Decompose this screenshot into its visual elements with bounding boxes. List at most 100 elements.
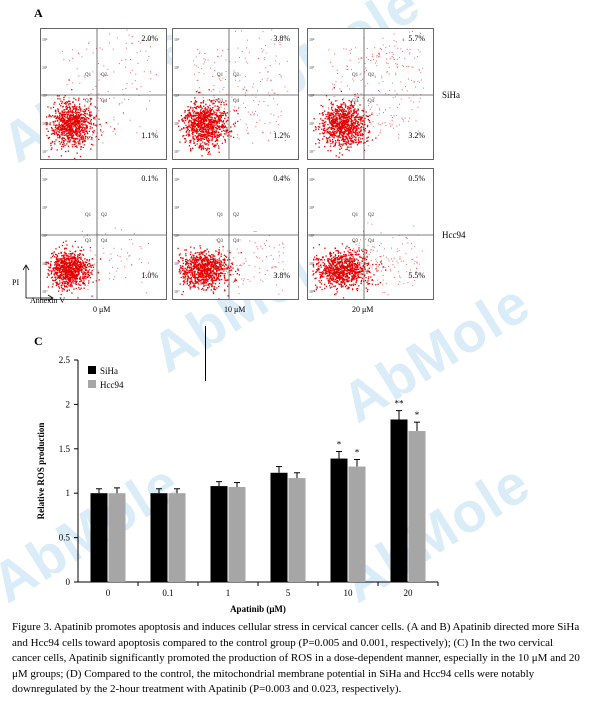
bar-hcc94 — [108, 493, 126, 582]
axis-tick: 10³ — [42, 65, 48, 70]
quadrant-label: Q3 — [217, 239, 224, 244]
axis-label-pi: PI — [12, 278, 20, 287]
quadrant-label: Q3 — [85, 99, 92, 104]
axis-tick: 10⁴ — [174, 37, 180, 42]
axis-tick: 10⁰ — [42, 149, 48, 154]
quadrant-label: Q1 — [85, 213, 92, 218]
y-tick-label: 0.5 — [59, 533, 71, 543]
quadrant-label: Q4 — [101, 239, 108, 244]
legend-label-hcc94: Hcc94 — [100, 380, 124, 390]
quadrant-label: Q2 — [368, 73, 375, 78]
axis-tick: 10¹ — [309, 121, 315, 126]
flow-plot-hcc94-0: Q1 Q2 Q3 Q4 10⁴ 10³ 10² 10¹ 10⁰ 0.1% 1.0% — [40, 168, 167, 300]
percent-lower-right: 3.2% — [408, 131, 425, 140]
percent-lower-right: 5.5% — [408, 271, 425, 280]
axis-tick: 10² — [174, 93, 180, 98]
percent-upper-right: 0.1% — [141, 174, 158, 183]
axis-tick: 10⁰ — [42, 289, 48, 294]
y-tick-label: 1.5 — [59, 444, 71, 454]
percent-lower-right: 1.1% — [141, 131, 158, 140]
y-tick-label: 2.5 — [59, 355, 71, 365]
significance-mark: * — [415, 410, 420, 420]
axis-tick: 10⁰ — [174, 149, 180, 154]
y-tick-label: 2 — [66, 399, 71, 409]
quadrant-label: Q4 — [233, 99, 240, 104]
axis-tick: 10² — [174, 233, 180, 238]
bar-siha — [390, 419, 408, 582]
bar-hcc94 — [288, 478, 306, 582]
quadrant-label: Q2 — [101, 213, 108, 218]
figure-caption: Figure 3. Apatinib promotes apoptosis an… — [12, 621, 580, 695]
bar-hcc94 — [348, 466, 366, 582]
axis-tick: 10⁴ — [42, 177, 48, 182]
axis-tick: 10³ — [309, 205, 315, 210]
row-label-siha: SiHa — [442, 90, 460, 100]
flow-plot-hcc94-2: Q1 Q2 Q3 Q4 10⁴ 10³ 10² 10¹ 10⁰ 0.5% 5.5% — [307, 168, 434, 300]
bar-hcc94 — [168, 493, 186, 582]
concentration-label-0: 0 μM — [93, 305, 111, 314]
bar-siha — [330, 458, 348, 582]
bar-siha — [210, 486, 228, 582]
x-axis-label: Apatinib (μM) — [230, 604, 286, 614]
quadrant-label: Q1 — [217, 213, 224, 218]
concentration-label-20: 20 μM — [352, 305, 374, 314]
quadrant-label: Q3 — [352, 239, 359, 244]
bar-siha — [150, 493, 168, 582]
axis-tick: 10² — [42, 93, 48, 98]
bar-siha — [90, 493, 108, 582]
quadrant-label: Q2 — [233, 73, 240, 78]
quadrant-label: Q2 — [101, 73, 108, 78]
percent-upper-right: 5.7% — [408, 34, 425, 43]
legend-swatch-siha — [88, 366, 96, 374]
concentration-label-10: 10 μM — [224, 305, 246, 314]
row-label-hcc94: Hcc94 — [442, 230, 466, 240]
axis-tick: 10⁰ — [174, 289, 180, 294]
x-tick-label: 0.1 — [162, 588, 173, 598]
axis-tick: 10⁴ — [309, 37, 315, 42]
legend-label-siha: SiHa — [100, 366, 118, 376]
legend-swatch-hcc94 — [88, 380, 96, 388]
quadrant-label: Q3 — [85, 239, 92, 244]
percent-lower-right: 1.0% — [141, 271, 158, 280]
flow-plot-siha-2: Q1 Q2 Q3 Q4 10⁴ 10³ 10² 10¹ 10⁰ 5.7% 3.2% — [307, 28, 434, 160]
bar-hcc94 — [228, 486, 246, 582]
ros-bar-chart: 0 0.5 1 1.5 2 2.5 Relative ROS production 0 0.1 1… — [36, 355, 439, 614]
x-tick-label: 1 — [226, 588, 231, 598]
flow-dots — [173, 169, 298, 299]
axis-label-annexin: Annexin V — [30, 296, 66, 305]
quadrant-label: Q2 — [233, 213, 240, 218]
percent-lower-right: 3.8% — [273, 271, 290, 280]
flow-plot-hcc94-1: Q1 Q2 Q3 Q4 10⁴ 10³ 10² 10¹ 10⁰ 0.4% 3.8% — [172, 168, 299, 300]
flow-dots — [41, 169, 166, 299]
axis-tick: 10¹ — [309, 261, 315, 266]
quadrant-label: Q3 — [217, 99, 224, 104]
quadrant-label: Q4 — [233, 239, 240, 244]
percent-upper-right: 3.8% — [273, 34, 290, 43]
quadrant-label: Q2 — [368, 213, 375, 218]
axis-tick: 10³ — [174, 65, 180, 70]
flow-plot-siha-0: Q1 Q2 Q3 Q4 10⁴ 10³ 10² 10¹ 10⁰ 2.0% 1.1% — [40, 28, 167, 160]
y-axis-label: Relative ROS production — [36, 423, 46, 520]
bar-hcc94 — [408, 431, 426, 582]
quadrant-label: Q1 — [217, 73, 224, 78]
axis-tick: 10⁰ — [309, 149, 315, 154]
panel-a-label: A — [34, 6, 43, 20]
percent-upper-right: 0.4% — [273, 174, 290, 183]
flow-dots — [41, 29, 166, 159]
significance-mark: * — [355, 447, 360, 457]
axis-tick: 10⁴ — [174, 177, 180, 182]
axis-tick: 10² — [309, 233, 315, 238]
panel-c-label: C — [34, 334, 43, 348]
percent-upper-right: 0.5% — [408, 174, 425, 183]
x-tick-label: 5 — [286, 588, 291, 598]
flow-plot-siha-1: Q1 Q2 Q3 Q4 10⁴ 10³ 10² 10¹ 10⁰ 3.8% 1.2% — [172, 28, 299, 160]
flow-dots — [308, 29, 433, 159]
axis-tick: 10³ — [42, 205, 48, 210]
quadrant-label: Q4 — [101, 99, 108, 104]
x-tick-label: 0 — [106, 588, 111, 598]
flow-dots — [308, 169, 433, 299]
percent-upper-right: 2.0% — [141, 34, 158, 43]
quadrant-label: Q4 — [368, 239, 375, 244]
axis-tick: 10³ — [174, 205, 180, 210]
axis-tick: 10¹ — [42, 121, 48, 126]
